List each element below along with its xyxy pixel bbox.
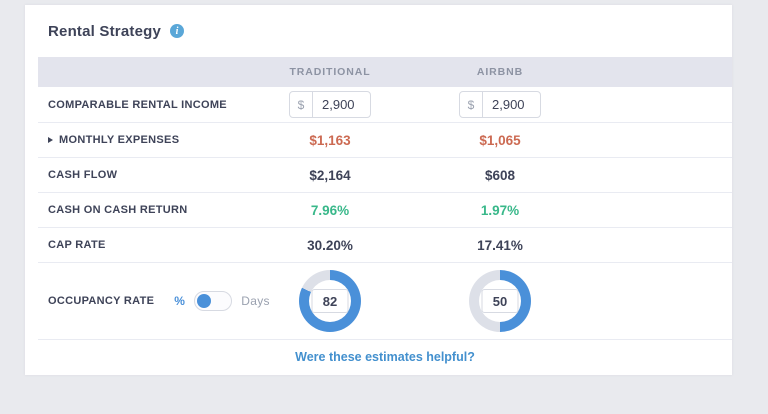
column-header-airbnb: AIRBNB bbox=[476, 66, 524, 78]
row-label: OCCUPANCY RATE bbox=[48, 295, 155, 307]
occupancy-donut-traditional bbox=[299, 270, 361, 332]
comparison-table: TRADITIONAL AIRBNB COMPARABLE RENTAL INC… bbox=[38, 57, 732, 374]
info-icon[interactable]: i bbox=[170, 24, 185, 38]
card-footer: Were these estimates helpful? bbox=[38, 339, 732, 374]
rental-income-input-traditional[interactable]: $ bbox=[289, 91, 371, 118]
row-label: MONTHLY EXPENSES bbox=[59, 134, 180, 146]
percent-option[interactable]: % bbox=[174, 294, 186, 308]
occupancy-value-traditional[interactable] bbox=[311, 289, 349, 313]
triangle-right-icon bbox=[48, 137, 53, 143]
row-label: CAP RATE bbox=[48, 239, 106, 251]
row-cash-on-cash-return: CASH ON CASH RETURN 7.96% 1.97% bbox=[38, 192, 732, 227]
row-cap-rate: CAP RATE 30.20% 17.41% bbox=[38, 227, 732, 262]
cap-rate-traditional: 30.20% bbox=[307, 237, 353, 253]
occupancy-unit-toggle[interactable] bbox=[194, 291, 233, 311]
row-cash-flow: CASH FLOW $2,164 $608 bbox=[38, 157, 732, 192]
occupancy-rate-label-group: OCCUPANCY RATE % Days bbox=[38, 291, 270, 311]
table-header-row: TRADITIONAL AIRBNB bbox=[38, 57, 732, 87]
cash-on-cash-return-airbnb: 1.97% bbox=[480, 202, 520, 218]
feedback-link[interactable]: Were these estimates helpful? bbox=[295, 350, 475, 364]
column-header-traditional: TRADITIONAL bbox=[289, 66, 371, 78]
cash-flow-traditional: $2,164 bbox=[309, 167, 351, 183]
monthly-expenses-airbnb: $1,065 bbox=[479, 132, 521, 148]
cash-on-cash-return-traditional: 7.96% bbox=[310, 202, 350, 218]
rental-strategy-card: Rental Strategy i TRADITIONAL AIRBNB COM… bbox=[25, 5, 732, 375]
rental-income-field-airbnb[interactable] bbox=[483, 92, 540, 117]
cap-rate-airbnb: 17.41% bbox=[477, 237, 523, 253]
monthly-expenses-expander[interactable]: MONTHLY EXPENSES bbox=[38, 134, 179, 146]
page-title: Rental Strategy bbox=[48, 22, 162, 40]
rental-income-input-airbnb[interactable]: $ bbox=[459, 91, 541, 118]
days-option[interactable]: Days bbox=[241, 294, 270, 308]
row-label: CASH FLOW bbox=[48, 169, 118, 181]
toggle-knob bbox=[197, 294, 212, 308]
row-label: CASH ON CASH RETURN bbox=[48, 204, 188, 216]
currency-symbol: $ bbox=[460, 92, 483, 117]
occupancy-donut-airbnb bbox=[469, 270, 531, 332]
rental-income-field-traditional[interactable] bbox=[313, 92, 370, 117]
monthly-expenses-traditional: $1,163 bbox=[309, 132, 351, 148]
cash-flow-airbnb: $608 bbox=[484, 167, 516, 183]
currency-symbol: $ bbox=[290, 92, 313, 117]
row-comparable-rental-income: COMPARABLE RENTAL INCOME $ $ bbox=[38, 87, 732, 122]
card-header: Rental Strategy i bbox=[25, 5, 732, 57]
row-monthly-expenses: MONTHLY EXPENSES $1,163 $1,065 bbox=[38, 122, 732, 157]
row-occupancy-rate: OCCUPANCY RATE % Days bbox=[38, 262, 732, 339]
occupancy-value-airbnb[interactable] bbox=[481, 289, 519, 313]
row-label: COMPARABLE RENTAL INCOME bbox=[48, 98, 227, 111]
